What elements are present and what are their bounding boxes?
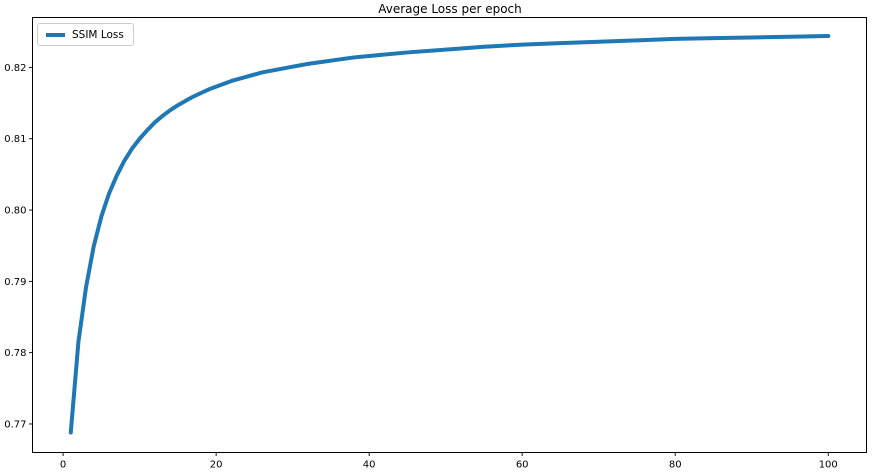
- y-tick-label: 0.82: [4, 63, 26, 74]
- x-tick-label: 40: [363, 460, 376, 471]
- x-tick-label: 80: [669, 460, 682, 471]
- y-tick-label: 0.80: [4, 206, 26, 217]
- y-tick-label: 0.79: [4, 277, 26, 288]
- plot-border: [32, 17, 867, 453]
- x-tick-label: 100: [819, 460, 838, 471]
- legend-line-swatch: [46, 32, 65, 37]
- legend: SSIM Loss: [37, 23, 134, 46]
- legend-label: SSIM Loss: [72, 28, 124, 41]
- y-tick-label: 0.78: [4, 348, 26, 359]
- y-tick-label: 0.81: [4, 134, 26, 145]
- x-tick-label: 20: [210, 460, 223, 471]
- x-tick-label: 60: [516, 460, 529, 471]
- x-tick-label: 0: [60, 460, 66, 471]
- loss-curve: [68, 34, 831, 435]
- y-tick-label: 0.77: [4, 419, 26, 430]
- chart-title: Average Loss per epoch: [378, 2, 522, 16]
